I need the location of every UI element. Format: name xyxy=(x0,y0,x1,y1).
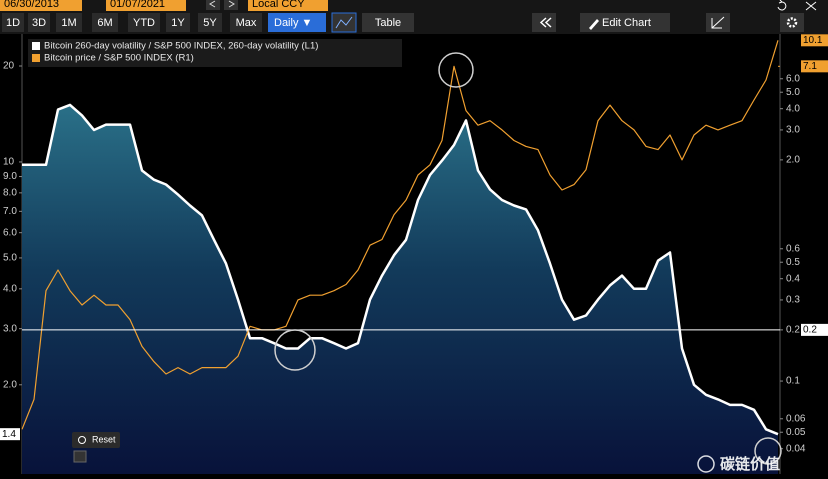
legend-swatch xyxy=(32,42,40,50)
y2-tick-label: 0.6 xyxy=(786,243,800,254)
watermark-text: 碳链价值 xyxy=(720,455,780,473)
value-tag xyxy=(801,34,828,47)
value-tag xyxy=(0,428,20,441)
reset-icon xyxy=(78,436,86,444)
prev-button[interactable] xyxy=(206,0,220,10)
currency: Local CCY xyxy=(252,0,305,10)
reset-button[interactable] xyxy=(72,432,120,448)
y2-tick-label: 5.0 xyxy=(786,87,800,98)
settings-button[interactable] xyxy=(780,13,804,32)
next-button[interactable] xyxy=(224,0,238,10)
annotate-icon xyxy=(711,16,725,29)
start-date-field[interactable] xyxy=(0,0,82,11)
range-button[interactable] xyxy=(128,13,160,32)
range-label: 5Y xyxy=(203,17,217,29)
range-button[interactable] xyxy=(2,13,24,32)
highlight-circle xyxy=(274,329,316,371)
range-button[interactable] xyxy=(28,13,50,32)
range-label: 3D xyxy=(32,17,46,29)
range-button[interactable] xyxy=(166,13,190,32)
plot: 20 10 9.0 8.0 7.0 6.0 5.0 4.0 3.0 2.0 6.0 5.0 4.0 3.0… xyxy=(0,34,828,475)
y-tick-label: 20 xyxy=(3,61,15,72)
watermark: 碳链价值 xyxy=(697,455,780,473)
watermark-icon xyxy=(697,455,715,473)
y2-tick-label: 0.3 xyxy=(786,295,800,306)
legend-label: Bitcoin price / S&P 500 INDEX (R1) xyxy=(44,53,194,64)
value-tag xyxy=(801,323,828,336)
y-tick-label: 5.0 xyxy=(3,253,17,264)
y-tick-label: 7.0 xyxy=(3,206,17,217)
range-label: 1Y xyxy=(171,17,185,29)
frequency-button[interactable] xyxy=(268,13,326,32)
y-tick-label: 8.0 xyxy=(3,187,17,198)
value-tag-label: 10.1 xyxy=(803,35,823,46)
chart-type-icon xyxy=(335,16,353,29)
highlight-circle xyxy=(754,437,782,465)
y-tick-label: 9.0 xyxy=(3,171,17,182)
y2-tick-label: 0.1 xyxy=(786,376,800,387)
collapse-button[interactable] xyxy=(532,13,556,32)
undo-icon[interactable] xyxy=(777,0,787,11)
range-label: 1D xyxy=(6,17,20,29)
legend-label: Bitcoin 260-day volatility / S&P 500 IND… xyxy=(44,41,318,52)
y2-tick-label: 4.0 xyxy=(786,103,800,114)
range-button[interactable] xyxy=(198,13,222,32)
y2-tick-label: 0.5 xyxy=(786,257,800,268)
y2-tick-label: 0.04 xyxy=(786,443,806,454)
y-tick-label: 2.0 xyxy=(3,379,17,390)
next-icon xyxy=(228,0,235,8)
y2-tick-label: 3.0 xyxy=(786,125,800,136)
range-label: 6M xyxy=(97,17,112,29)
y2-tick-label: 2.0 xyxy=(786,155,800,166)
y2-tick-label: 0.4 xyxy=(786,273,800,284)
value-tag xyxy=(801,60,828,73)
highlight-circle xyxy=(438,52,474,88)
gear-icon xyxy=(786,17,798,28)
collapse-icon xyxy=(539,17,552,28)
series-line xyxy=(22,103,779,436)
value-tag-label: 7.1 xyxy=(803,61,817,72)
range-label: 1M xyxy=(61,17,76,29)
zoom-toggle[interactable] xyxy=(73,450,87,463)
y-tick-label: 3.0 xyxy=(3,323,17,334)
range-button[interactable] xyxy=(230,13,262,32)
frequency: Daily ▼ xyxy=(274,17,312,29)
legend: Bitcoin 260-day volatility / S&P 500 IND… xyxy=(28,39,402,67)
currency-field[interactable] xyxy=(248,0,328,11)
reset-label: Reset xyxy=(92,434,116,444)
area xyxy=(22,104,778,475)
value-tag-label: 0.2 xyxy=(803,325,817,336)
close-icon[interactable] xyxy=(805,1,817,11)
legend-bg xyxy=(28,39,402,67)
range-label: YTD xyxy=(133,17,155,29)
y2-tick-label: 0.2 xyxy=(786,325,800,336)
prev-icon xyxy=(209,0,216,8)
toolbar: 06/30/2013 01/07/2021 Local CCY Daily ▼ … xyxy=(0,0,817,33)
end-date: 01/07/2021 xyxy=(110,0,165,10)
y-tick-label: 4.0 xyxy=(3,283,17,294)
range-button[interactable] xyxy=(92,13,118,32)
range-label: Max xyxy=(236,17,257,29)
table-label: Table xyxy=(375,17,401,29)
y2-tick-label: 0.05 xyxy=(786,427,806,438)
y-tick-label: 6.0 xyxy=(3,227,17,238)
series-line xyxy=(21,40,779,430)
start-date: 06/30/2013 xyxy=(4,0,59,10)
range-button[interactable] xyxy=(56,13,82,32)
value-tag-label: 1.4 xyxy=(2,429,16,440)
edit-chart-label: Edit Chart xyxy=(602,17,651,29)
y2-tick-label: 6.0 xyxy=(786,73,800,84)
edit-chart-button[interactable] xyxy=(580,13,670,32)
pencil-icon xyxy=(589,19,599,30)
highlight-circles xyxy=(274,52,782,465)
table-button[interactable] xyxy=(362,13,414,32)
legend-swatch xyxy=(32,54,40,62)
end-date-field[interactable] xyxy=(106,0,186,11)
y2-tick-label: 0.06 xyxy=(786,413,806,424)
y-tick-label: 10 xyxy=(3,157,15,168)
